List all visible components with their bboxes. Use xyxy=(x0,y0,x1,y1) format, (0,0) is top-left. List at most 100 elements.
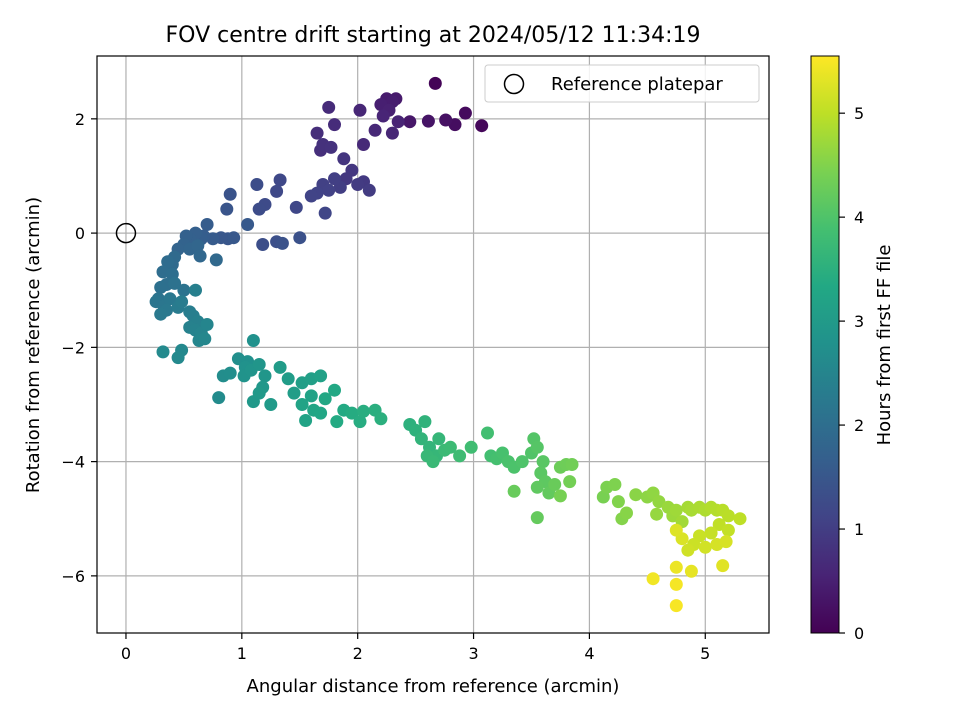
data-point xyxy=(189,283,202,297)
colorbar-ticks: 0 1 2 3 4 5 xyxy=(839,104,864,643)
colorbar xyxy=(810,55,840,634)
data-point xyxy=(270,184,284,198)
data-point xyxy=(310,126,324,140)
data-point xyxy=(669,503,683,517)
x-tick-label: 3 xyxy=(468,644,478,663)
data-point xyxy=(669,560,683,574)
data-point xyxy=(353,103,367,117)
data-point xyxy=(256,238,270,251)
data-point xyxy=(721,509,735,523)
data-point xyxy=(721,523,735,537)
colorbar-tick-label: 4 xyxy=(854,208,864,227)
legend-marker-open-circle xyxy=(503,73,525,95)
y-tick-label: 2 xyxy=(75,110,85,129)
data-point xyxy=(314,406,328,420)
data-point xyxy=(223,187,237,201)
data-point xyxy=(299,414,313,427)
data-point xyxy=(252,358,266,371)
data-point xyxy=(464,440,478,454)
data-point xyxy=(650,507,664,521)
data-point xyxy=(368,123,382,137)
data-point xyxy=(246,334,260,347)
data-point xyxy=(418,415,432,429)
data-point xyxy=(681,543,695,557)
data-point xyxy=(241,218,255,231)
data-point xyxy=(175,295,189,309)
data-point xyxy=(719,535,733,549)
data-point xyxy=(414,432,428,446)
x-tick-label: 5 xyxy=(700,644,710,663)
data-point xyxy=(646,572,660,586)
data-point xyxy=(328,383,341,397)
data-point xyxy=(304,389,318,403)
data-point xyxy=(403,115,417,129)
data-point xyxy=(322,100,336,114)
data-point xyxy=(507,484,521,498)
data-point xyxy=(177,283,191,297)
data-point xyxy=(481,426,494,440)
x-tick-label: 1 xyxy=(237,644,247,663)
data-point xyxy=(156,345,170,359)
colorbar-tick-label: 2 xyxy=(854,416,864,435)
data-point xyxy=(161,255,175,269)
data-point xyxy=(698,540,712,554)
data-point xyxy=(212,391,226,405)
data-point xyxy=(536,455,550,469)
chart-title: FOV centre drift starting at 2024/05/12 … xyxy=(166,23,701,48)
data-point xyxy=(620,506,633,520)
data-point xyxy=(275,236,289,250)
data-point xyxy=(328,172,341,186)
data-point xyxy=(198,332,212,346)
data-point xyxy=(357,138,370,151)
data-point xyxy=(200,218,214,231)
data-point xyxy=(191,239,205,253)
data-point xyxy=(252,202,266,216)
y-tick-label: −6 xyxy=(61,567,85,586)
data-point xyxy=(515,455,529,469)
data-point xyxy=(209,253,223,267)
data-point xyxy=(295,398,309,411)
x-axis-label: Angular distance from reference (arcmin) xyxy=(247,676,620,697)
data-point xyxy=(281,372,295,386)
data-point xyxy=(432,432,446,446)
data-point xyxy=(439,113,453,127)
data-point xyxy=(168,276,182,290)
data-point xyxy=(530,480,544,494)
data-point xyxy=(314,369,328,383)
data-point xyxy=(200,318,214,331)
data-point xyxy=(324,140,338,154)
x-tick-label: 2 xyxy=(353,644,363,663)
data-point xyxy=(629,488,643,502)
y-tick-label: 0 xyxy=(75,224,85,243)
data-point xyxy=(287,386,301,400)
data-point xyxy=(548,478,562,491)
data-point xyxy=(563,475,577,489)
data-point xyxy=(154,307,168,321)
data-point xyxy=(318,392,332,406)
data-point xyxy=(669,599,683,613)
data-point xyxy=(353,415,367,429)
y-axis-ticks: −6 −4 −2 0 2 xyxy=(61,110,97,586)
data-point xyxy=(385,126,399,140)
data-point xyxy=(258,369,272,383)
data-point xyxy=(252,386,266,400)
legend-label: Reference platepar xyxy=(551,74,723,95)
data-point xyxy=(351,178,365,191)
data-point xyxy=(530,511,544,525)
data-point xyxy=(565,458,579,471)
data-point xyxy=(223,366,237,380)
plot-frame xyxy=(96,55,770,634)
data-point xyxy=(669,577,683,591)
y-tick-label: −4 xyxy=(61,453,85,472)
data-point xyxy=(704,526,718,540)
data-point xyxy=(154,280,168,294)
data-point xyxy=(193,249,207,263)
y-tick-label: −2 xyxy=(61,338,85,357)
x-tick-label: 0 xyxy=(121,644,131,663)
reference-marker-group xyxy=(115,222,137,244)
data-point xyxy=(273,360,287,374)
data-point xyxy=(250,178,264,191)
data-point xyxy=(421,114,435,128)
data-point xyxy=(652,495,666,509)
reference-platepar-marker xyxy=(115,222,137,244)
